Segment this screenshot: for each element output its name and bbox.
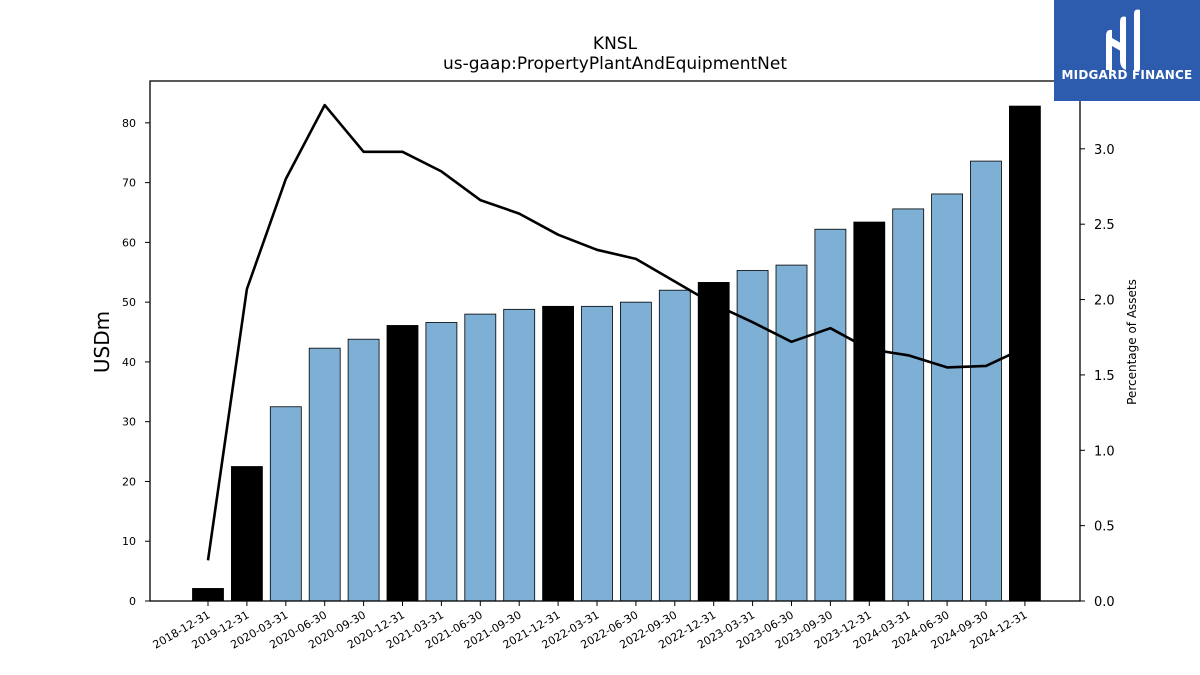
chart-title: KNSL <box>593 34 638 54</box>
chart-subtitle: us-gaap:PropertyPlantAndEquipmentNet <box>443 54 787 74</box>
bar-2021-12-31 <box>542 305 574 602</box>
y-tick-label: 0 <box>129 595 136 608</box>
y2-tick-label: 0.0 <box>1094 595 1115 610</box>
bar-2024-03-31 <box>892 208 925 602</box>
y2-axis-label: Percentage of Assets <box>1125 279 1139 405</box>
y-tick-label: 60 <box>122 236 136 249</box>
y-tick-label: 20 <box>122 475 136 488</box>
bar-2020-06-30 <box>308 347 341 602</box>
bar-2021-06-30 <box>464 313 497 602</box>
bar-2022-06-30 <box>620 301 652 602</box>
bar-2023-09-30 <box>814 228 847 602</box>
line-group <box>206 103 1026 561</box>
logo-text: MIDGARD FINANCE <box>1061 68 1193 82</box>
logo-mark-icon <box>1106 9 1140 70</box>
y-tick-label: 50 <box>122 296 136 309</box>
y-tick-label: 70 <box>122 177 136 190</box>
y-tick-label: 30 <box>122 416 136 429</box>
bar-2020-03-31 <box>269 406 302 602</box>
bar-2022-12-31 <box>697 282 730 602</box>
percentage-line <box>206 103 1026 561</box>
bar-2023-12-31 <box>853 221 886 602</box>
y2-tick-label: 1.0 <box>1094 444 1115 459</box>
y2-tick-label: 1.5 <box>1094 369 1115 384</box>
bar-2023-06-30 <box>775 264 808 602</box>
y2-tick-label: 3.0 <box>1094 143 1115 158</box>
y2-tick-label: 0.5 <box>1094 520 1115 535</box>
bar-2021-03-31 <box>425 322 458 602</box>
y-axis-label: USDm <box>90 311 114 373</box>
y-tick-label: 80 <box>122 117 136 130</box>
bars-group <box>192 105 1041 602</box>
bar-2018-12-31 <box>192 588 224 602</box>
bar-2024-09-30 <box>970 160 1002 602</box>
y-tick-label: 10 <box>122 535 136 548</box>
bar-2024-06-30 <box>931 193 963 602</box>
y2-tick-label: 2.0 <box>1094 294 1115 309</box>
bar-2023-03-31 <box>736 270 769 602</box>
bar-2020-12-31 <box>386 325 419 602</box>
y2-tick-label: 2.5 <box>1094 218 1115 233</box>
bar-2020-09-30 <box>347 338 380 602</box>
bar-2022-03-31 <box>581 305 613 602</box>
y-tick-label: 40 <box>122 356 136 369</box>
bar-2019-12-31 <box>230 466 263 602</box>
bar-2021-09-30 <box>503 308 536 602</box>
midgard-finance-logo: MIDGARD FINANCE <box>1054 0 1200 101</box>
plot-frame <box>149 80 1081 602</box>
bar-2022-09-30 <box>658 289 691 602</box>
